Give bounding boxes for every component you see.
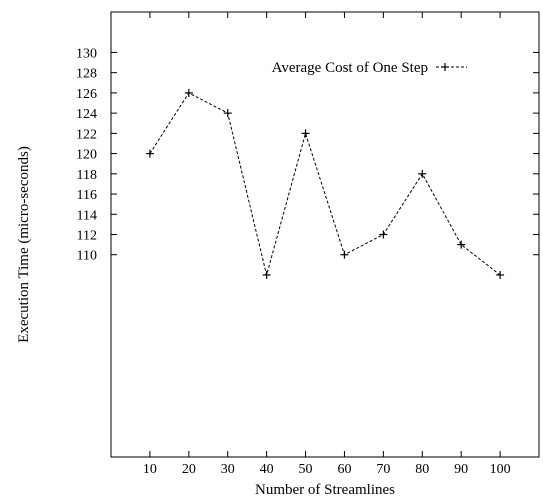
data-point-marker — [145, 149, 154, 158]
y-tick-label: 124 — [76, 107, 97, 122]
x-tick-label: 10 — [143, 462, 157, 477]
data-point-marker — [223, 109, 232, 118]
plot-frame — [110, 11, 540, 458]
series-layer — [145, 88, 505, 279]
x-axis-title: Number of Streamlines — [255, 482, 395, 498]
data-point-marker — [379, 230, 388, 239]
y-tick-label: 114 — [77, 208, 97, 223]
y-tick-label: 110 — [77, 249, 97, 264]
data-point-marker — [262, 270, 271, 279]
y-tick-label: 118 — [77, 168, 97, 183]
x-tick-label: 80 — [415, 462, 429, 477]
x-tick-label: 20 — [182, 462, 196, 477]
legend: Average Cost of One Step — [272, 60, 467, 76]
data-point-marker — [418, 169, 427, 178]
data-point-marker — [301, 129, 310, 138]
x-tick-label: 50 — [299, 462, 313, 477]
data-point-marker — [457, 240, 466, 249]
x-tick-label: 100 — [490, 462, 511, 477]
y-tick-label: 130 — [76, 46, 97, 61]
plot-border — [110, 11, 540, 458]
x-tick-label: 30 — [221, 462, 235, 477]
data-point-marker — [184, 88, 193, 97]
y-tick-label: 128 — [76, 67, 97, 82]
y-tick-label: 116 — [77, 188, 97, 203]
data-point-marker — [340, 250, 349, 259]
legend-label: Average Cost of One Step — [272, 60, 428, 76]
x-tick-label: 90 — [454, 462, 468, 477]
y-axis-ticks: 110 112 114 116 118 120 122 124 126 128 130 — [76, 46, 539, 264]
data-point-marker — [496, 270, 505, 279]
series-line — [149, 92, 501, 276]
y-tick-label: 112 — [77, 229, 97, 244]
x-axis-ticks: 10 20 30 40 50 60 70 80 90 100 — [143, 12, 511, 477]
x-tick-label: 70 — [376, 462, 390, 477]
legend-marker — [441, 63, 449, 71]
x-tick-label: 40 — [260, 462, 274, 477]
y-tick-label: 126 — [76, 87, 97, 102]
y-axis-title: Execution Time (micro-seconds) — [16, 146, 32, 343]
y-tick-label: 122 — [76, 127, 97, 142]
x-tick-label: 60 — [337, 462, 351, 477]
y-tick-label: 120 — [76, 148, 97, 163]
